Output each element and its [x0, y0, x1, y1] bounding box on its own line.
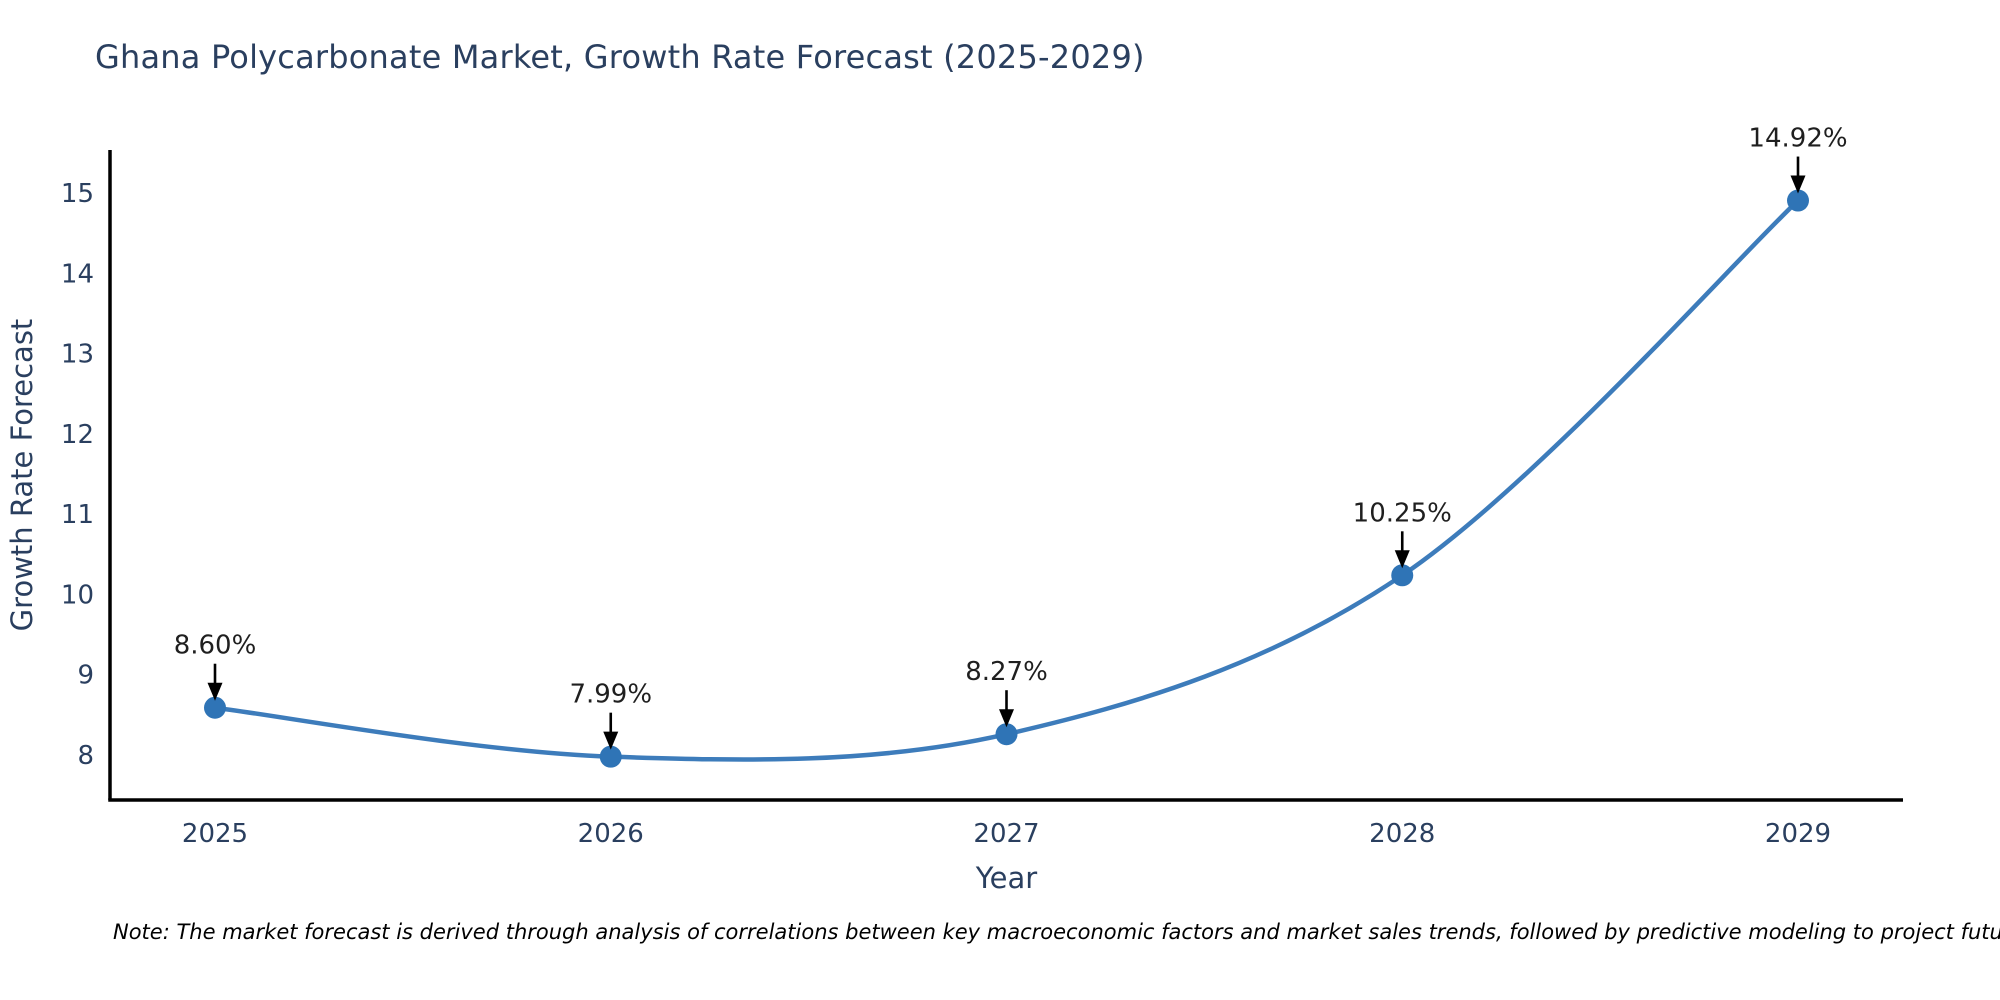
- annotation-arrowhead: [207, 682, 223, 701]
- x-tick-label: 2025: [182, 819, 248, 849]
- annotation-arrowhead: [603, 731, 619, 750]
- data-point-2028: [1391, 564, 1414, 587]
- annotation-arrowhead: [1790, 175, 1806, 194]
- annotation-arrowhead: [1394, 550, 1410, 569]
- y-tick-label: 8: [77, 741, 94, 771]
- annotation-label: 8.27%: [965, 657, 1048, 687]
- annotation-label: 10.25%: [1353, 498, 1452, 528]
- x-tick-label: 2026: [578, 819, 644, 849]
- y-tick-label: 12: [61, 420, 94, 450]
- x-tick-label: 2027: [973, 819, 1039, 849]
- y-tick-label: 13: [61, 340, 94, 370]
- data-point-2026: [599, 745, 622, 768]
- y-tick-label: 10: [61, 580, 94, 610]
- annotation-label: 8.60%: [174, 631, 257, 661]
- chart-title: Ghana Polycarbonate Market, Growth Rate …: [95, 38, 1145, 76]
- y-tick-label: 15: [61, 179, 94, 209]
- forecast-line: [212, 198, 1801, 762]
- x-tick-label: 2029: [1765, 819, 1831, 849]
- footnote: Note: The market forecast is derived thr…: [113, 920, 2000, 944]
- data-point-2025: [204, 696, 226, 719]
- x-axis-title: Year: [975, 861, 1037, 895]
- annotation-label: 14.92%: [1748, 124, 1847, 154]
- x-tick-label: 2028: [1369, 819, 1435, 849]
- y-tick-label: 9: [77, 661, 94, 691]
- y-tick-label: 11: [61, 500, 94, 530]
- annotation-arrowhead: [999, 709, 1014, 728]
- y-tick-label: 14: [61, 259, 94, 289]
- data-point-2029: [1787, 189, 1809, 212]
- data-point-2027: [995, 723, 1018, 746]
- y-axis-title: Growth Rate Forecast: [5, 319, 39, 632]
- annotation-label: 7.99%: [569, 680, 652, 710]
